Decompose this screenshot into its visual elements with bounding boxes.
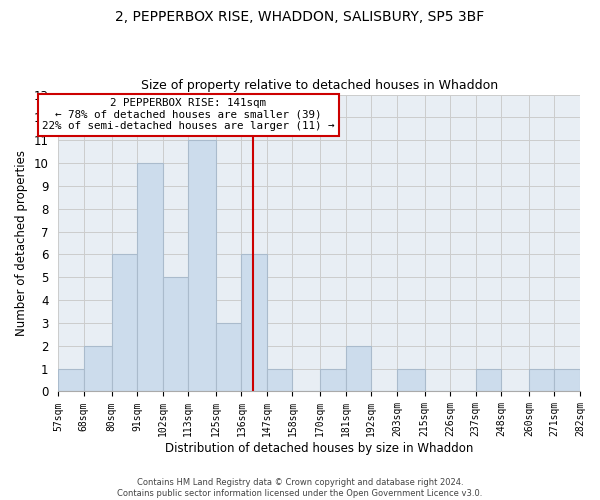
Bar (137, 163, 163, 392)
Bar (346, 346, 371, 392)
Bar (84, 346, 112, 392)
Text: Contains HM Land Registry data © Crown copyright and database right 2024.
Contai: Contains HM Land Registry data © Crown c… (118, 478, 482, 498)
Bar (554, 368, 580, 392)
Bar (188, 140, 216, 392)
Title: Size of property relative to detached houses in Whaddon: Size of property relative to detached ho… (140, 79, 498, 92)
Bar (476, 368, 501, 392)
Bar (320, 368, 346, 392)
Text: 2, PEPPERBOX RISE, WHADDON, SALISBURY, SP5 3BF: 2, PEPPERBOX RISE, WHADDON, SALISBURY, S… (115, 10, 485, 24)
Text: 2 PEPPERBOX RISE: 141sqm
← 78% of detached houses are smaller (39)
22% of semi-d: 2 PEPPERBOX RISE: 141sqm ← 78% of detach… (42, 98, 334, 131)
Bar (216, 323, 241, 392)
Bar (267, 368, 292, 392)
Bar (112, 254, 137, 392)
Bar (58, 368, 84, 392)
Bar (397, 368, 425, 392)
Bar (163, 278, 188, 392)
Bar (529, 368, 554, 392)
Y-axis label: Number of detached properties: Number of detached properties (15, 150, 28, 336)
Bar (241, 254, 267, 392)
X-axis label: Distribution of detached houses by size in Whaddon: Distribution of detached houses by size … (165, 442, 473, 455)
